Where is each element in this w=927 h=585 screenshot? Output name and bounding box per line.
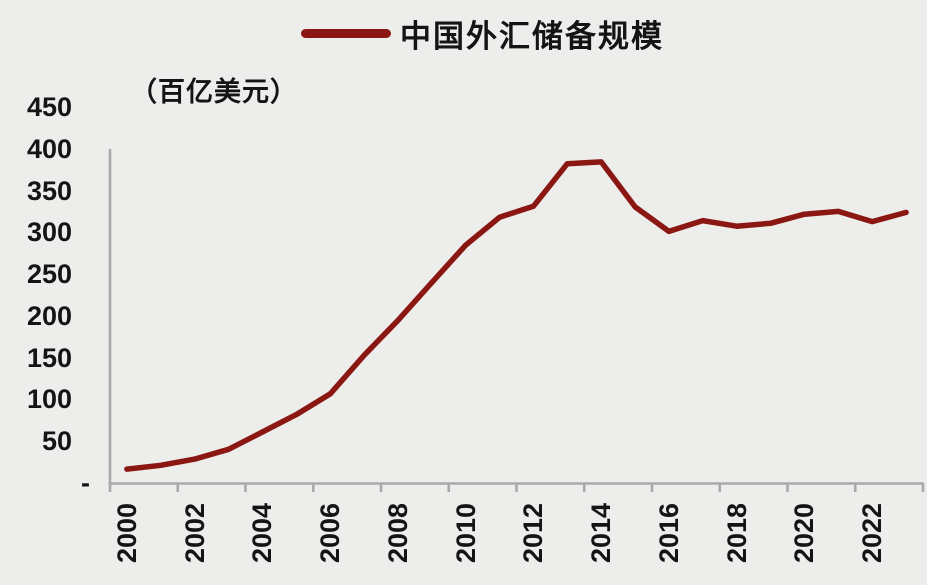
chart-legend: 中国外汇储备规模 [301, 11, 664, 56]
legend-series-label: 中国外汇储备规模 [400, 19, 664, 54]
y-axis-tick-label: 200 [26, 300, 72, 331]
y-axis-tick-label: 150 [26, 342, 72, 373]
y-axis-unit-label: （百亿美元） [130, 77, 298, 107]
y-axis-tick-label: 450 [26, 92, 72, 122]
series-line-fx-reserves [124, 159, 909, 472]
y-axis-tick-label: 250 [26, 259, 72, 290]
y-axis-tick-label: 350 [26, 175, 72, 206]
y-axis-tick-label: 50 [41, 426, 72, 457]
y-axis-tick-label: 100 [26, 384, 72, 415]
y-axis-tick-label: 400 [26, 133, 72, 164]
y-axis-tick-label: 300 [26, 217, 72, 248]
y-axis-tick-label: - [81, 468, 90, 498]
legend-line-swatch [301, 29, 391, 38]
